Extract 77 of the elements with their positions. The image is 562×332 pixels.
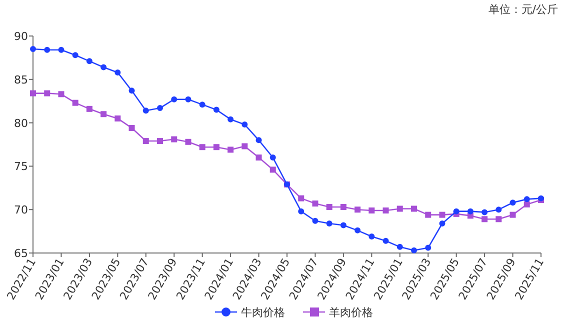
point xyxy=(114,115,121,122)
point xyxy=(185,96,192,102)
point xyxy=(171,96,178,102)
point xyxy=(72,100,78,106)
y-tick-label: 90 xyxy=(14,30,28,43)
point xyxy=(411,247,417,254)
point xyxy=(171,136,178,142)
point xyxy=(326,204,332,210)
point xyxy=(100,64,107,70)
point xyxy=(86,106,92,112)
point xyxy=(382,207,389,214)
point xyxy=(425,244,432,251)
point xyxy=(100,111,107,118)
point xyxy=(213,106,220,113)
point xyxy=(425,212,432,218)
point xyxy=(298,195,304,202)
point xyxy=(382,238,389,244)
point xyxy=(524,196,530,202)
y-tick-label: 70 xyxy=(14,204,28,217)
point xyxy=(199,144,206,150)
point xyxy=(270,154,276,161)
point xyxy=(30,46,36,52)
point xyxy=(185,138,192,145)
point xyxy=(142,108,149,114)
point xyxy=(242,143,248,150)
point xyxy=(228,146,234,153)
point xyxy=(496,206,502,213)
y-tick-label: 65 xyxy=(14,247,28,260)
point xyxy=(340,204,346,210)
point xyxy=(30,90,36,96)
point xyxy=(58,91,64,98)
point xyxy=(128,125,135,132)
point xyxy=(228,116,234,122)
point xyxy=(467,208,474,214)
point xyxy=(270,166,276,173)
point xyxy=(524,201,530,208)
point xyxy=(86,58,92,64)
point xyxy=(396,244,403,250)
point xyxy=(453,208,460,214)
point xyxy=(312,218,318,224)
y-tick-label: 85 xyxy=(14,73,28,86)
point xyxy=(312,200,318,207)
point xyxy=(368,207,375,214)
point xyxy=(368,234,375,240)
point xyxy=(142,138,149,144)
point xyxy=(256,137,262,144)
point xyxy=(340,222,346,228)
y-tick-label: 75 xyxy=(14,160,28,174)
point xyxy=(157,138,163,144)
point xyxy=(213,144,220,150)
point xyxy=(298,208,304,214)
point xyxy=(354,227,361,234)
legend-label: 羊肉价格 xyxy=(329,306,373,319)
point xyxy=(439,212,446,218)
point xyxy=(58,46,64,53)
point xyxy=(44,90,50,96)
point xyxy=(44,46,50,53)
point xyxy=(242,122,248,128)
point xyxy=(510,212,516,218)
legend-label: 牛肉价格 xyxy=(241,306,285,319)
point xyxy=(72,52,78,58)
point xyxy=(482,209,488,216)
point xyxy=(114,69,121,76)
point xyxy=(396,206,403,212)
y-tick-label: 80 xyxy=(14,116,28,130)
point xyxy=(354,206,361,213)
point xyxy=(326,220,332,226)
point xyxy=(199,102,206,108)
point xyxy=(157,105,163,112)
point xyxy=(439,220,446,226)
point xyxy=(128,88,135,94)
point xyxy=(510,200,516,206)
point xyxy=(482,216,488,222)
point xyxy=(256,154,262,161)
text: 单位：元/公斤 xyxy=(488,3,558,16)
point xyxy=(496,216,502,222)
point xyxy=(411,206,417,212)
